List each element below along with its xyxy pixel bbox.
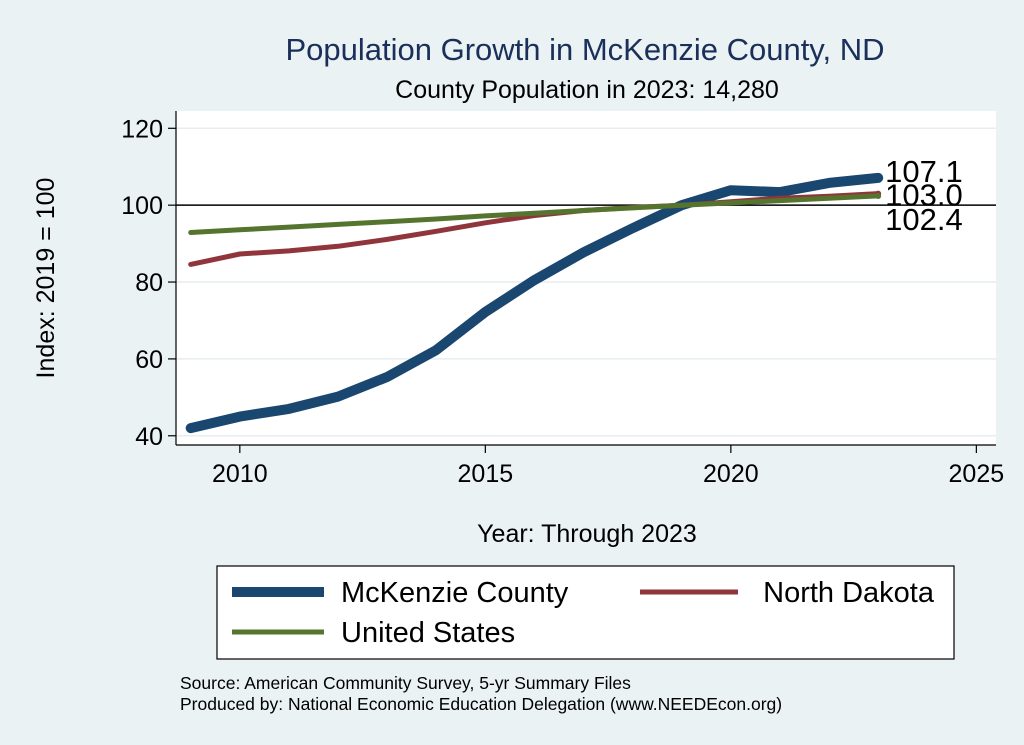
y-tick-label: 60 [135, 346, 163, 374]
x-tick-label: 2025 [949, 460, 1005, 488]
y-tick-label: 100 [121, 192, 163, 220]
x-axis-ticks: 2010 2015 2020 2025 [212, 445, 1004, 488]
chart-title: Population Growth in McKenzie County, ND [285, 32, 884, 67]
y-tick-label: 40 [135, 423, 163, 451]
series-line-2 [188, 193, 881, 235]
chart-subtitle: County Population in 2023: 14,280 [395, 76, 779, 104]
producer-line: Produced by: National Economic Education… [180, 694, 782, 714]
legend-box [216, 565, 955, 660]
legend: McKenzie County North Dakota United States [232, 577, 935, 649]
x-axis-title: Year: Through 2023 [477, 520, 697, 548]
y-tick-label: 120 [121, 115, 163, 143]
legend-label-0: McKenzie County [341, 577, 569, 609]
series-lines [185, 172, 884, 434]
end-label-0: 107.1 [885, 154, 963, 189]
y-axis-ticks: 40 60 80 100 120 [121, 115, 176, 451]
series-line-0 [185, 172, 884, 434]
y-axis-title: Index: 2019 = 100 [32, 178, 60, 379]
legend-label-2: United States [341, 617, 515, 649]
y-tick-label: 80 [135, 269, 163, 297]
x-tick-label: 2015 [458, 460, 514, 488]
end-label-1: 103.0 [885, 178, 963, 213]
series-endpoint-0 [875, 174, 882, 181]
x-tick-label: 2010 [212, 460, 268, 488]
legend-label-1: North Dakota [763, 577, 935, 609]
x-tick-label: 2020 [703, 460, 759, 488]
series-endpoint-2 [875, 192, 882, 199]
plot-area [176, 111, 996, 445]
end-label-2: 102.4 [885, 202, 963, 237]
gridlines [176, 127, 996, 437]
source-line: Source: American Community Survey, 5-yr … [180, 673, 631, 693]
